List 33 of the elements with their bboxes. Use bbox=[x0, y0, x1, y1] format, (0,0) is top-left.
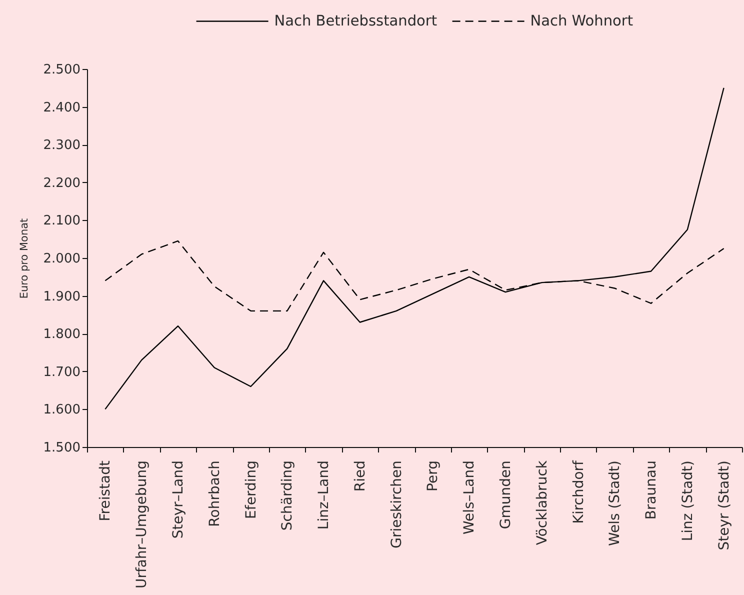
x-tick-label: Grieskirchen bbox=[388, 460, 405, 548]
x-tick-label: Freistadt bbox=[98, 460, 114, 522]
y-tick-label: 1.900 bbox=[43, 289, 80, 304]
y-tick-label: 2.400 bbox=[43, 100, 80, 116]
x-tick-label: Urfahr–Umgebung bbox=[134, 460, 150, 589]
line-series bbox=[104, 87, 724, 410]
x-tick-label: Wels–Land bbox=[462, 460, 478, 534]
x-tick-label: Ried bbox=[352, 460, 368, 492]
y-tick-label: 1.800 bbox=[43, 327, 80, 342]
x-tick-label: Eferding bbox=[243, 460, 260, 519]
x-tick-label: Linz–Land bbox=[316, 460, 332, 530]
y-tick-label: 1.600 bbox=[43, 402, 80, 418]
x-tick-label: Steyr (Stadt) bbox=[716, 460, 732, 550]
x-tick-label: Vöcklabruck bbox=[534, 460, 550, 546]
x-tick-label: Gmunden bbox=[498, 460, 514, 530]
y-tick-label: 2.300 bbox=[43, 138, 80, 154]
legend-label: Nach Betriebsstandort bbox=[274, 13, 438, 30]
y-axis-title: Euro pro Monat bbox=[18, 218, 30, 299]
y-tick-label: 2.000 bbox=[43, 252, 80, 266]
x-tick-label: Linz (Stadt) bbox=[680, 460, 696, 542]
x-tick-label: Perg bbox=[425, 460, 442, 492]
y-tick-label: 1.500 bbox=[43, 440, 80, 456]
x-tick-label: Braunau bbox=[644, 460, 660, 520]
x-tick-label: Schärding bbox=[280, 460, 296, 531]
y-tick-label: 2.100 bbox=[43, 214, 80, 229]
x-tick-label: Steyr–Land bbox=[170, 460, 186, 539]
legend-label: Nach Wohnort bbox=[530, 13, 634, 30]
x-tick-label: Rohrbach bbox=[206, 460, 223, 527]
y-tick-label: 1.700 bbox=[43, 364, 80, 380]
y-tick-label: 2.200 bbox=[43, 176, 80, 191]
x-tick-label: Wels (Stadt) bbox=[607, 460, 624, 546]
y-tick-label: 2.500 bbox=[43, 62, 80, 78]
x-tick-label: Kirchdorf bbox=[570, 459, 587, 524]
